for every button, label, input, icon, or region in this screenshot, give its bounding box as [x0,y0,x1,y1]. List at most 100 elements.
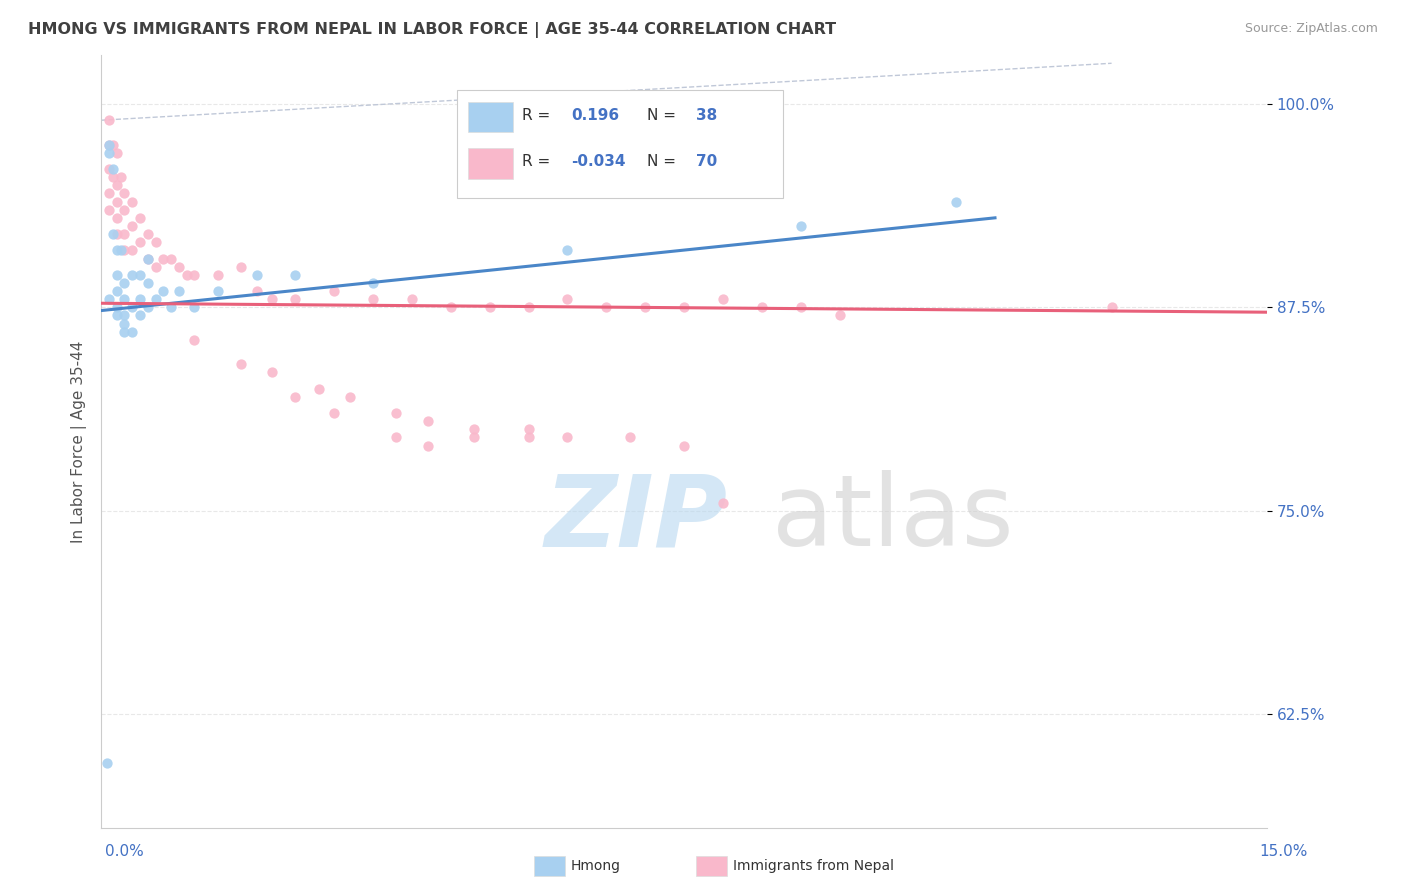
Point [229,357,252,371]
Point [129,268,152,282]
Point [105,284,128,298]
Point [673,301,696,315]
Point [101,170,124,185]
Point [517,422,540,436]
Point [385,406,408,420]
Point [97,292,120,306]
Point [557,292,579,306]
Point [121,301,143,315]
Point [97,137,120,152]
Text: 0.0%: 0.0% [105,845,145,859]
Point [101,227,124,241]
Point [183,268,205,282]
Point [105,194,128,209]
Point [136,276,159,290]
Point [121,194,143,209]
Point [557,430,579,444]
Point [183,333,205,347]
Point [114,325,136,339]
Point [284,292,307,306]
Point [114,276,136,290]
Point [114,292,136,306]
Point [361,292,384,306]
Point [262,365,284,379]
Point [101,161,124,176]
Text: R =: R = [522,154,550,169]
Point [152,252,174,266]
Point [105,301,128,315]
Point [114,186,136,201]
Point [262,292,284,306]
Point [416,414,439,428]
Point [114,244,136,258]
Point [517,301,540,315]
Text: 38: 38 [696,108,717,123]
Point [105,268,128,282]
Text: 15.0%: 15.0% [1260,845,1308,859]
Point [416,439,439,453]
Point [323,406,346,420]
Text: 0.196: 0.196 [571,108,619,123]
Point [129,211,152,225]
FancyBboxPatch shape [468,102,513,132]
Point [401,292,423,306]
Point [284,390,307,404]
Text: -0.034: -0.034 [571,154,626,169]
Point [229,260,252,274]
Point [136,301,159,315]
Point [207,268,229,282]
Point [105,178,128,193]
Text: Source: ZipAtlas.com: Source: ZipAtlas.com [1244,22,1378,36]
Point [97,202,120,217]
Point [105,227,128,241]
Point [167,284,190,298]
Point [129,235,152,250]
Point [136,252,159,266]
Point [114,202,136,217]
Text: Hmong: Hmong [571,859,621,873]
FancyBboxPatch shape [468,148,513,178]
Point [160,301,183,315]
Point [634,301,657,315]
Point [97,161,120,176]
Point [121,244,143,258]
Point [121,219,143,233]
Text: ZIP: ZIP [544,470,727,567]
Point [557,244,579,258]
Point [478,301,501,315]
Point [361,276,384,290]
Point [463,422,485,436]
Point [101,137,124,152]
Point [167,260,190,274]
Point [595,301,617,315]
Text: HMONG VS IMMIGRANTS FROM NEPAL IN LABOR FORCE | AGE 35-44 CORRELATION CHART: HMONG VS IMMIGRANTS FROM NEPAL IN LABOR … [28,22,837,38]
Point [789,301,811,315]
Point [145,235,167,250]
Text: atlas: atlas [772,470,1014,567]
Point [183,301,205,315]
Point [751,301,773,315]
Point [828,309,851,323]
Point [121,325,143,339]
Point [136,252,159,266]
Point [105,309,128,323]
Point [97,113,120,128]
Point [105,244,128,258]
Point [97,186,120,201]
FancyBboxPatch shape [457,90,783,198]
Point [207,284,229,298]
Point [245,268,267,282]
Point [463,430,485,444]
Point [152,284,174,298]
Text: R =: R = [522,108,550,123]
Point [789,219,811,233]
Y-axis label: In Labor Force | Age 35-44: In Labor Force | Age 35-44 [72,341,87,542]
Point [673,439,696,453]
Text: 70: 70 [696,154,717,169]
Point [97,145,120,160]
Text: Immigrants from Nepal: Immigrants from Nepal [733,859,894,873]
Point [145,292,167,306]
Point [96,756,118,770]
Point [440,301,463,315]
Point [114,227,136,241]
